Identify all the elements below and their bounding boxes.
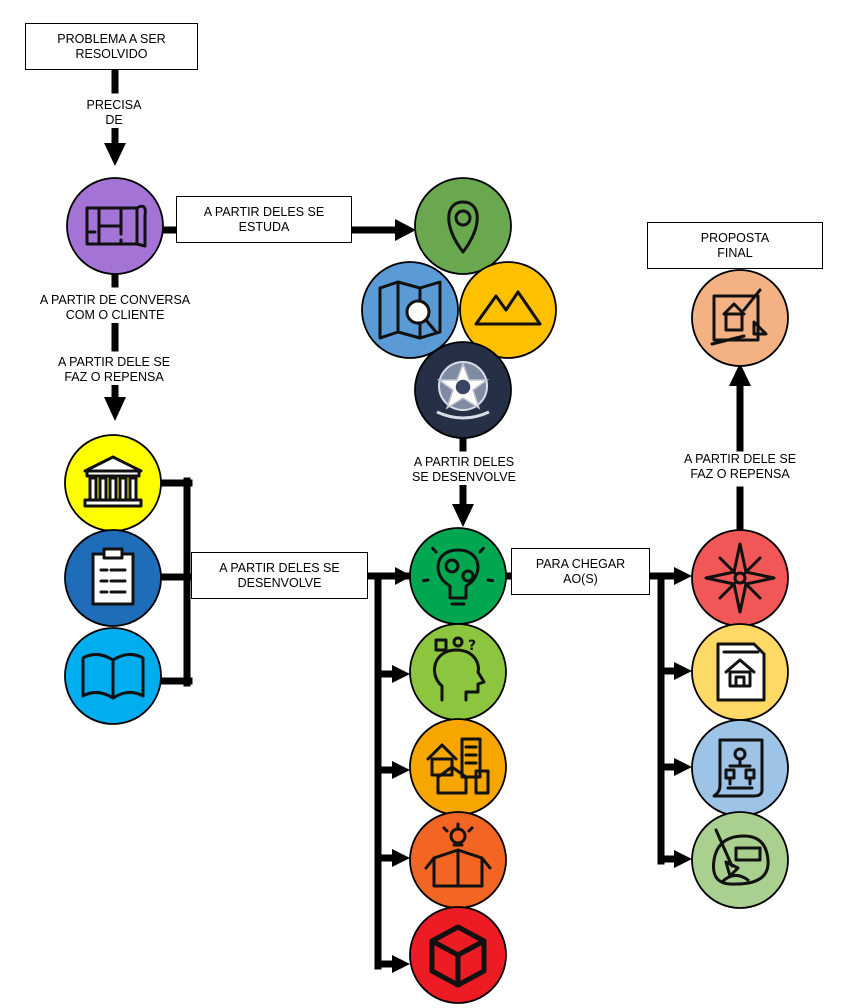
reach-box-line-1: PARA CHEGAR	[535, 556, 626, 571]
house-plan-document-icon	[691, 623, 789, 721]
arrow-head	[392, 665, 410, 683]
client-label-line-1: A PARTIR DE CONVERSA	[39, 293, 191, 307]
clipboard-icon	[64, 529, 162, 627]
client-label-line-2: COM O CLIENTE	[65, 308, 165, 322]
thinking-head-icon: ?	[409, 623, 507, 721]
arrow-head	[104, 143, 126, 166]
develops-box-line-2: DESENVOLVE	[237, 575, 322, 590]
arrow-head	[674, 850, 692, 868]
arrow-head	[395, 219, 416, 241]
develops-box: A PARTIR DELES SE DESENVOLVE	[191, 552, 368, 599]
idea-box-icon	[409, 811, 507, 909]
blueprint-plan-icon	[66, 177, 164, 275]
arrow-head	[392, 849, 410, 867]
arrow-head	[392, 761, 410, 779]
problem-box-line-1: PROBLEMA A SER	[57, 31, 166, 46]
arrow-head	[452, 504, 474, 527]
mountain-terrain-icon	[459, 261, 557, 359]
map-search-icon	[361, 261, 459, 359]
idea-gears-icon	[409, 527, 507, 625]
develops-mid-line-1: A PARTIR DELES	[413, 455, 515, 469]
needs-label-line-1: PRECISA	[86, 98, 142, 112]
location-pin-icon	[414, 177, 512, 275]
arrow-head	[674, 567, 692, 585]
arrow-head	[729, 363, 751, 386]
problem-box: PROBLEMA A SER RESOLVIDO	[25, 23, 198, 70]
arrow-head	[674, 758, 692, 776]
rethink-left-line-1: A PARTIR DELE SE	[57, 355, 171, 369]
rethink-right-label: A PARTIR DELE SE FAZ O REPENSA	[652, 452, 828, 482]
compass-rose-icon	[691, 529, 789, 627]
needs-label-line-2: DE	[105, 113, 123, 127]
studies-box: A PARTIR DELES SE ESTUDA	[176, 196, 352, 243]
construction-materials-icon	[691, 811, 789, 909]
reach-box-line-2: AO(S)	[563, 571, 598, 586]
reach-box: PARA CHEGAR AO(S)	[511, 548, 650, 595]
open-book-icon	[64, 627, 162, 725]
rethink-right-line-2: FAZ O REPENSA	[690, 467, 790, 481]
needs-label: PRECISA DE	[66, 98, 162, 128]
problem-box-line-2: RESOLVIDO	[75, 46, 148, 61]
national-emblem-icon	[414, 341, 512, 439]
rethink-left-line-2: FAZ O REPENSA	[64, 370, 164, 384]
rethink-left-label: A PARTIR DELE SE FAZ O REPENSA	[26, 355, 202, 385]
studies-box-line-1: A PARTIR DELES SE	[203, 204, 325, 219]
architectural-drawing-icon	[691, 269, 789, 367]
studies-box-line-2: ESTUDA	[238, 219, 290, 234]
institution-building-icon	[64, 434, 162, 532]
arrow-head	[392, 955, 410, 973]
final-proposal-line-2: FINAL	[717, 245, 753, 260]
city-buildings-icon	[409, 718, 507, 816]
final-proposal-line-1: PROPOSTA	[700, 230, 770, 245]
arrow-head	[674, 662, 692, 680]
client-conversation-label: A PARTIR DE CONVERSA COM O CLIENTE	[8, 293, 222, 323]
develops-mid-line-2: SE DESENVOLVE	[412, 470, 516, 484]
develops-mid-label: A PARTIR DELES SE DESENVOLVE	[384, 455, 544, 485]
rethink-right-line-1: A PARTIR DELE SE	[683, 452, 797, 466]
flowchart-scroll-icon	[691, 719, 789, 817]
arrow-head	[104, 397, 126, 421]
final-proposal-box: PROPOSTA FINAL	[647, 222, 823, 269]
arrow-head	[395, 567, 412, 585]
3d-cube-icon	[409, 906, 507, 1004]
develops-box-line-1: A PARTIR DELES SE	[219, 560, 340, 575]
svg-text:?: ?	[468, 638, 476, 654]
